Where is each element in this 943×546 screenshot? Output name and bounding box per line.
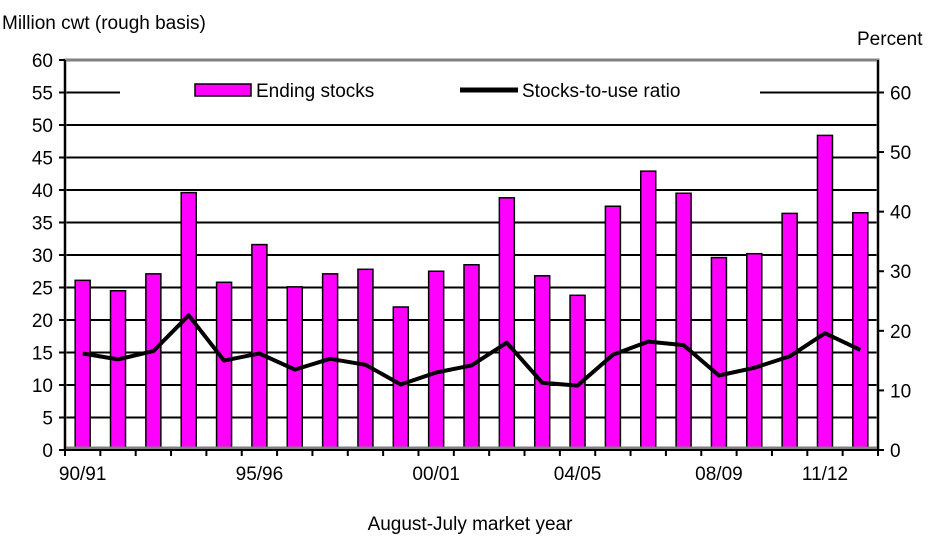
left-tick-label: 25 (32, 279, 53, 300)
bar (145, 273, 162, 451)
left-tick-label: 5 (42, 409, 53, 430)
bar (569, 294, 586, 451)
bar (816, 134, 834, 451)
x-tick-label: 90/91 (59, 464, 107, 485)
x-tick-label: 08/09 (695, 464, 743, 485)
legend: Ending stocks Stocks-to-use ratio (120, 74, 760, 106)
bar (251, 243, 268, 451)
left-tick-label: 30 (32, 246, 53, 267)
right-tick-label: 40 (890, 203, 911, 224)
left-tick-label: 15 (32, 344, 53, 365)
bar (852, 212, 869, 451)
left-tick-label: 55 (32, 84, 53, 105)
legend-label-stocks-to-use-ratio: Stocks-to-use ratio (522, 81, 680, 102)
legend-swatch-ending-stocks (194, 83, 252, 97)
bar (675, 192, 692, 451)
left-tick-label: 45 (32, 149, 53, 170)
bar (215, 281, 233, 451)
bar (533, 275, 551, 451)
left-tick-label: 20 (32, 311, 53, 332)
right-tick-label: 10 (890, 381, 911, 402)
line-series-stocks-to-use-ratio (82, 313, 862, 388)
right-y-ticks: 0 10 20 30 40 50 60 (878, 83, 911, 462)
bar (74, 279, 91, 451)
left-y-ticks: 0 5 10 15 20 25 30 35 40 45 50 55 60 (32, 51, 65, 462)
left-axis-title: Million cwt (rough basis) (2, 13, 206, 34)
left-tick-label: 60 (32, 51, 53, 72)
right-tick-label: 30 (890, 262, 911, 283)
left-tick-label: 40 (32, 181, 53, 202)
right-tick-label: 0 (890, 441, 901, 462)
x-tick-label: 95/96 (236, 464, 284, 485)
bar (392, 306, 410, 451)
bar (357, 268, 374, 451)
left-tick-label: 35 (32, 214, 53, 235)
bar (109, 290, 127, 451)
legend-label-ending-stocks: Ending stocks (256, 81, 374, 102)
bar (427, 270, 445, 451)
x-axis-title: August-July market year (368, 514, 574, 535)
bar (781, 212, 798, 451)
right-tick-label: 60 (890, 83, 911, 104)
bar (498, 197, 516, 451)
left-tick-label: 10 (32, 376, 53, 397)
x-ticks: 90/91 95/96 00/01 04/05 08/09 11/12 (59, 450, 879, 485)
x-tick-label: 04/05 (554, 464, 602, 485)
bar (604, 205, 622, 451)
bar (710, 256, 728, 451)
right-tick-label: 20 (890, 322, 911, 343)
x-tick-label: 11/12 (802, 464, 848, 485)
x-tick-label: 00/01 (412, 464, 460, 485)
bar (639, 170, 657, 451)
bar (746, 252, 763, 451)
bar (463, 264, 480, 451)
right-axis-title: Percent (857, 29, 923, 50)
left-tick-label: 50 (32, 116, 53, 137)
left-tick-label: 0 (42, 441, 53, 462)
right-tick-label: 50 (890, 143, 911, 164)
